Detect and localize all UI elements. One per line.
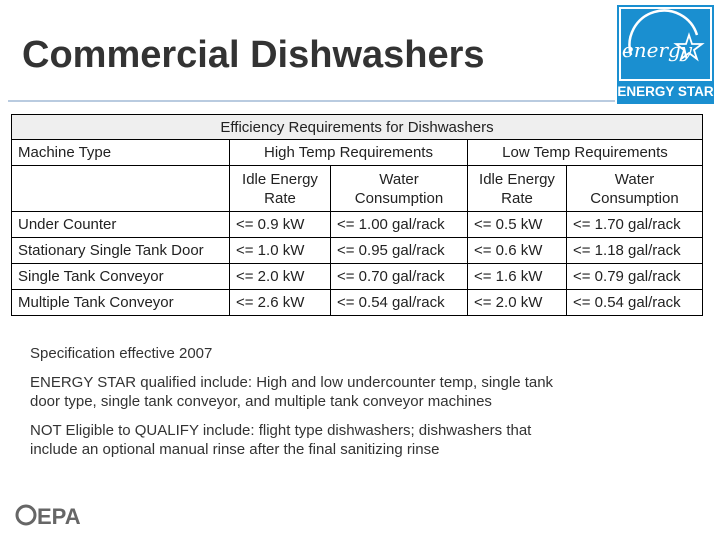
requirement-cell: <= 2.0 kW: [229, 263, 331, 290]
requirement-cell: <= 1.0 kW: [229, 237, 331, 264]
requirement-cell: <= 0.70 gal/rack: [330, 263, 468, 290]
notes: Specification effective 2007 ENERGY STAR …: [30, 344, 575, 469]
logo-label: ENERGY STAR: [617, 84, 714, 99]
requirement-cell: <= 1.6 kW: [467, 263, 567, 290]
table-row: Multiple Tank Conveyor <= 2.6 kW <= 0.54 g…: [11, 289, 703, 316]
requirement-cell: <= 0.5 kW: [467, 211, 567, 238]
table-row: Single Tank Conveyor <= 2.0 kW <= 0.70 gal…: [11, 263, 703, 290]
machine-type: Stationary Single Tank Door: [11, 237, 230, 264]
energy-star-logo: energy ENERGY STAR: [617, 5, 714, 104]
note: ENERGY STAR qualified include: High and …: [30, 374, 554, 410]
title-rule: [8, 100, 615, 102]
requirement-cell: <= 0.6 kW: [467, 237, 567, 264]
requirements-table: Efficiency Requirements for Dishwashers …: [11, 114, 703, 316]
requirement-cell: <= 1.70 gal/rack: [566, 211, 703, 238]
note: Specification effective 2007: [30, 345, 213, 362]
sub-header: Water Consumption: [566, 165, 703, 212]
epa-label: EPA: [37, 504, 81, 529]
table-row: Stationary Single Tank Door <= 1.0 kW <= 0…: [11, 237, 703, 264]
epa-logo: EPA: [15, 504, 81, 529]
requirement-cell: <= 2.0 kW: [467, 289, 567, 316]
note: NOT Eligible to QUALIFY include: flight …: [30, 422, 532, 458]
table-row: Under Counter <= 0.9 kW <= 1.00 gal/rack <=…: [11, 211, 703, 238]
empty-cell: [11, 165, 230, 212]
sub-header: Water Consumption: [330, 165, 468, 212]
sub-header: Idle Energy Rate: [229, 165, 331, 212]
requirement-cell: <= 0.54 gal/rack: [566, 289, 703, 316]
table-caption: Efficiency Requirements for Dishwashers: [11, 114, 703, 140]
machine-type: Under Counter: [11, 211, 230, 238]
group-header: Machine Type: [11, 139, 230, 166]
requirement-cell: <= 0.95 gal/rack: [330, 237, 468, 264]
requirement-cell: <= 1.18 gal/rack: [566, 237, 703, 264]
group-header: Low Temp Requirements: [467, 139, 703, 166]
group-header: High Temp Requirements: [229, 139, 468, 166]
requirement-cell: <= 0.79 gal/rack: [566, 263, 703, 290]
logo-script: energy: [622, 38, 693, 62]
sub-header: Idle Energy Rate: [467, 165, 567, 212]
requirement-cell: <= 2.6 kW: [229, 289, 331, 316]
requirement-cell: <= 0.54 gal/rack: [330, 289, 468, 316]
slide-title: Commercial Dishwashers: [22, 34, 485, 76]
requirement-cell: <= 0.9 kW: [229, 211, 331, 238]
machine-type: Single Tank Conveyor: [11, 263, 230, 290]
machine-type: Multiple Tank Conveyor: [11, 289, 230, 316]
requirement-cell: <= 1.00 gal/rack: [330, 211, 468, 238]
